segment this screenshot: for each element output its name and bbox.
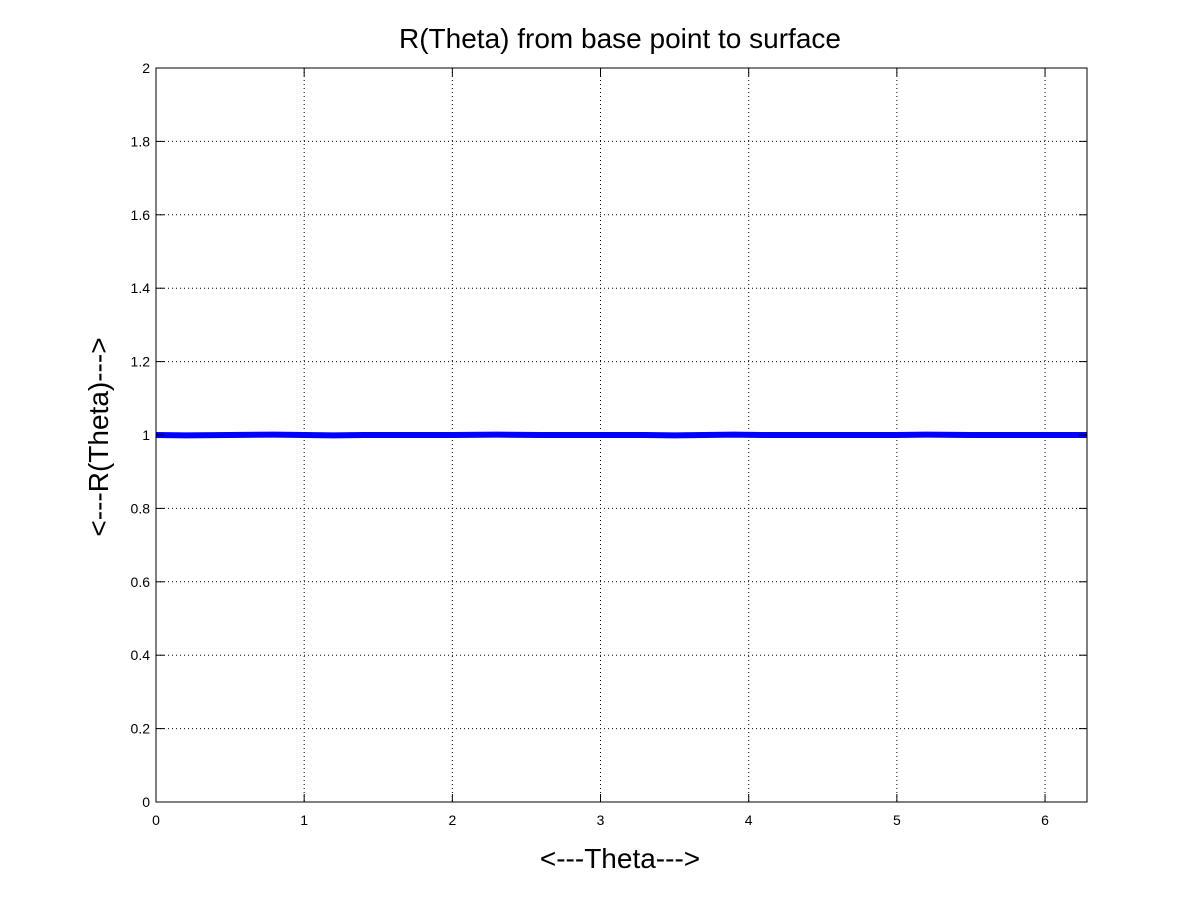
y-tick-label: 2 bbox=[142, 60, 150, 76]
y-tick-label: 1.6 bbox=[131, 207, 151, 223]
y-tick-label: 0.8 bbox=[131, 500, 151, 516]
x-axis-label: <---Theta---> bbox=[540, 843, 700, 874]
y-tick-label: 0.6 bbox=[131, 574, 151, 590]
ticks bbox=[155, 67, 1087, 803]
series-line bbox=[155, 431, 1087, 439]
y-tick-label: 1.8 bbox=[131, 133, 151, 149]
y-tick-label: 0.2 bbox=[131, 721, 151, 737]
chart-title: R(Theta) from base point to surface bbox=[399, 23, 841, 54]
tick-labels: 0 1 2 3 4 5 6 0 0.2 0.4 0.6 0.8 1 1.2 1.4 1.6 1.8 2 bbox=[131, 60, 1050, 828]
x-tick-label: 1 bbox=[300, 812, 308, 828]
x-tick-label: 4 bbox=[745, 812, 753, 828]
x-tick-label: 5 bbox=[893, 812, 901, 828]
y-tick-label: 1.2 bbox=[131, 354, 151, 370]
series-layer bbox=[155, 431, 1087, 439]
y-tick-label: 0 bbox=[142, 794, 150, 810]
y-tick-label: 0.4 bbox=[131, 647, 151, 663]
x-tick-label: 3 bbox=[597, 812, 605, 828]
y-axis-label: <---R(Theta)---> bbox=[83, 337, 114, 536]
x-tick-label: 0 bbox=[152, 812, 160, 828]
x-tick-label: 2 bbox=[448, 812, 456, 828]
x-tick-label: 6 bbox=[1041, 812, 1049, 828]
y-tick-label: 1.4 bbox=[131, 280, 151, 296]
y-tick-label: 1 bbox=[142, 427, 150, 443]
